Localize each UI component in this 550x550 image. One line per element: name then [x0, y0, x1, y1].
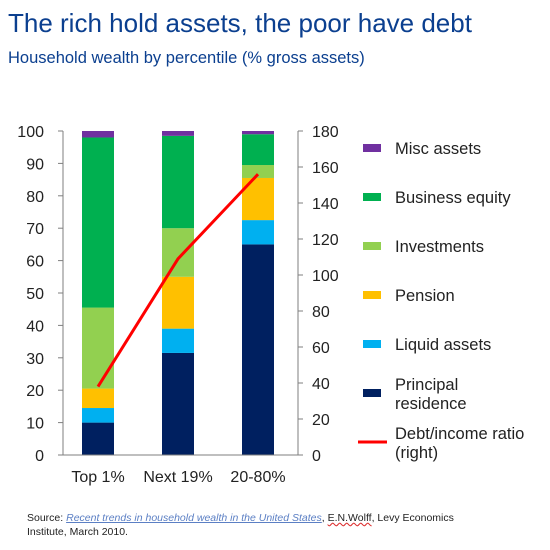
- legend-label: Liquid assets: [395, 336, 491, 354]
- bar-segment: [242, 244, 274, 455]
- bar-segment: [82, 388, 114, 409]
- bar-segment: [242, 134, 274, 166]
- y-tick-label-right: 140: [312, 196, 339, 213]
- x-tick-label: Next 19%: [143, 469, 212, 486]
- legend-label: Principal residence: [395, 376, 467, 413]
- legend-label: Misc assets: [395, 140, 481, 158]
- y-tick-label-right: 160: [312, 160, 339, 177]
- y-tick-label-right: 60: [312, 340, 330, 357]
- source-author: E.N.Wolff: [327, 512, 372, 524]
- y-tick-label-left: 30: [26, 351, 44, 368]
- x-tick-label: Top 1%: [71, 469, 124, 486]
- legend-label: Business equity: [395, 189, 511, 207]
- bar-segment: [82, 408, 114, 423]
- x-tick-label: 20-80%: [230, 469, 285, 486]
- source-link[interactable]: Recent trends in household wealth in the…: [66, 512, 322, 524]
- y-tick-label-left: 100: [17, 124, 44, 141]
- bar-segment: [162, 135, 194, 229]
- source-prefix: Source:: [27, 512, 67, 524]
- source-separator: ,: [321, 512, 328, 524]
- source-rest: , Levy Economics Institute, March 2010.: [27, 512, 454, 538]
- bar-segment: [162, 131, 194, 136]
- y-tick-label-left: 20: [26, 383, 44, 400]
- y-tick-label-left: 40: [26, 318, 44, 335]
- legend-swatch: [363, 389, 381, 397]
- bar-segment: [242, 165, 274, 178]
- legend-swatch: [363, 340, 381, 348]
- chart-subtitle: Household wealth by percentile (% gross …: [8, 49, 365, 67]
- bar-segment: [242, 131, 274, 135]
- bar-segment: [82, 137, 114, 308]
- bar-segment: [162, 276, 194, 329]
- y-tick-label-right: 20: [312, 412, 330, 429]
- y-tick-label-right: 80: [312, 304, 330, 321]
- legend-label: Investments: [395, 238, 484, 256]
- y-tick-label-left: 50: [26, 286, 44, 303]
- y-tick-label-right: 40: [312, 376, 330, 393]
- legend-label: Debt/income ratio (right): [395, 425, 524, 462]
- legend-swatch: [363, 291, 381, 299]
- y-tick-label-left: 90: [26, 156, 44, 173]
- legend-label: Pension: [395, 287, 455, 305]
- y-tick-label-left: 10: [26, 416, 44, 433]
- bar-segment: [162, 228, 194, 277]
- bar-segment: [82, 131, 114, 138]
- legend-swatch: [363, 242, 381, 250]
- legend-swatch: [363, 193, 381, 201]
- legend-swatch: [363, 144, 381, 152]
- bar-segment: [82, 422, 114, 455]
- bar-segment: [242, 220, 274, 245]
- y-tick-label-right: 120: [312, 232, 339, 249]
- chart-title: The rich hold assets, the poor have debt: [8, 8, 472, 38]
- y-tick-label-right: 180: [312, 124, 339, 141]
- y-tick-label-right: 100: [312, 268, 339, 285]
- y-tick-label-left: 60: [26, 254, 44, 271]
- bar-segment: [82, 307, 114, 389]
- y-tick-label-left: 80: [26, 189, 44, 206]
- bar-segment: [162, 352, 194, 455]
- y-tick-label-right: 0: [312, 448, 321, 465]
- debt-income-line: [96, 173, 260, 388]
- bar-segment: [162, 328, 194, 353]
- y-tick-label-left: 0: [35, 448, 44, 465]
- source-note: Source: Recent trends in household wealt…: [27, 511, 487, 539]
- y-tick-label-left: 70: [26, 221, 44, 238]
